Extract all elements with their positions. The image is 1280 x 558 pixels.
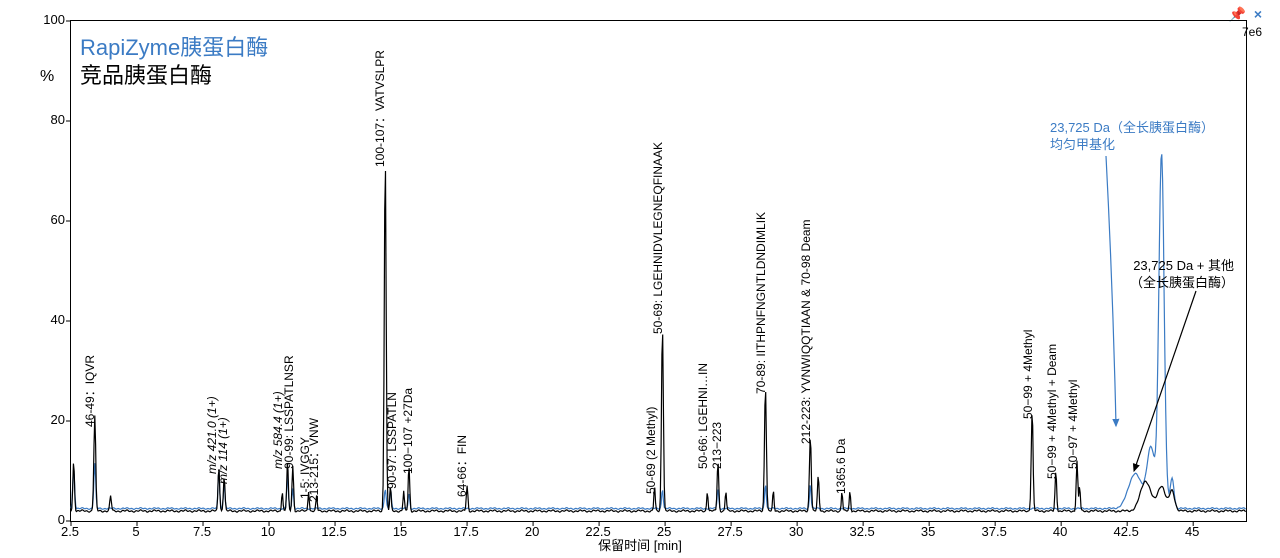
peak-label: 50−99 + 4Methyl + Deam (1045, 344, 1059, 479)
annotation-text: 23,725 Da（全长胰蛋白酶）均匀甲基化 (1050, 120, 1214, 154)
x-tick-label: 12.5 (321, 524, 346, 539)
peak-label: 212-223: YVNWIQQTIAAN & 70-98 Deam (799, 219, 813, 444)
peak-label: 213−223 (710, 422, 724, 469)
peak-label: 70-89: IITHPNFNGNTLDNDIMLIK (754, 212, 768, 394)
y-tick-label: 20 (35, 412, 65, 427)
x-tick-label: 17.5 (453, 524, 478, 539)
peak-label: 64-66：FIN (453, 435, 470, 497)
x-tick-label: 42.5 (1114, 524, 1139, 539)
y-tick-label: 40 (35, 312, 65, 327)
y-tick-label: 100 (35, 12, 65, 27)
close-icon[interactable]: × (1254, 6, 1262, 22)
x-tick-label: 37.5 (982, 524, 1007, 539)
peak-label: 50-66: LGEHNI…IN (696, 363, 710, 469)
peak-label: 50-69 (2 Methyl) (644, 407, 658, 494)
peak-label: 213-215：VNW (305, 418, 322, 502)
peak-label: 46-49：IQVR (81, 355, 98, 427)
peak-label: 1365.6 Da (834, 439, 848, 494)
peak-label: 90-99: LSSPATLNSR (282, 355, 296, 469)
x-tick-label: 22.5 (585, 524, 610, 539)
peak-label: 50−99 + 4Methyl (1021, 330, 1035, 419)
peak-label: m/z 114 (1+) (216, 417, 230, 484)
peak-label: 100−107 +27Da (401, 388, 415, 474)
x-tick-label: 32.5 (849, 524, 874, 539)
x-tick-label: 5 (132, 524, 139, 539)
legend-item: 竞品胰蛋白酶 (80, 58, 212, 90)
x-tick-label: 27.5 (717, 524, 742, 539)
x-tick-label: 30 (789, 524, 803, 539)
x-tick-label: 2.5 (61, 524, 79, 539)
peak-label: 100-107：VATVSLPR (371, 50, 388, 167)
x-tick-label: 45 (1185, 524, 1199, 539)
x-tick-label: 35 (921, 524, 935, 539)
x-tick-label: 40 (1053, 524, 1067, 539)
peak-label: 50-69: LGEHNIDVLEGNEQFINAAK (651, 142, 665, 334)
x-tick-label: 7.5 (193, 524, 211, 539)
annotation-text: 23,725 Da + 其他（全长胰蛋白酶） (1130, 258, 1234, 292)
y-tick-label: 80 (35, 112, 65, 127)
x-tick-label: 25 (657, 524, 671, 539)
x-tick-label: 20 (525, 524, 539, 539)
x-tick-label: 10 (261, 524, 275, 539)
peak-label: 50−97 + 4Methyl (1066, 380, 1080, 469)
x-tick-label: 15 (393, 524, 407, 539)
peak-label: 90-97: LSSPATLN (385, 392, 399, 489)
y-axis-unit: % (40, 68, 54, 86)
y-tick-label: 60 (35, 212, 65, 227)
